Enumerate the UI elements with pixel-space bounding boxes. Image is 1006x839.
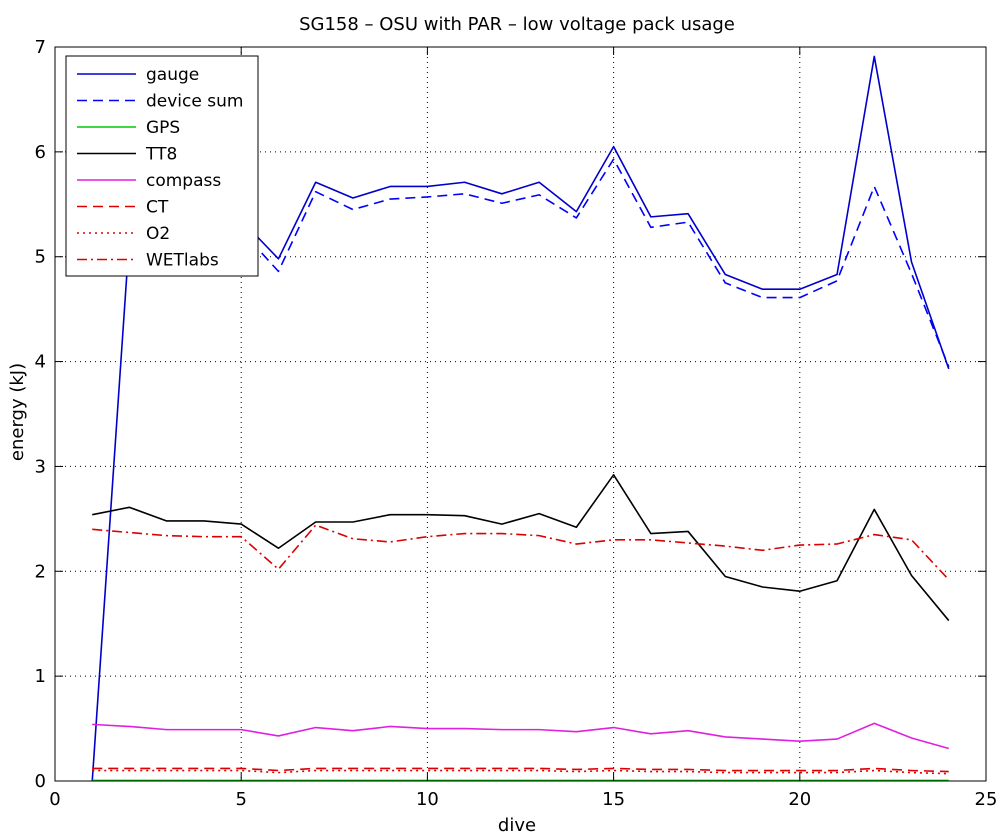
- plot-frame: [54, 46, 987, 782]
- series-compass-line: [92, 722, 949, 750]
- x-tick-label: 15: [602, 789, 625, 810]
- y-tick-label: 5: [35, 247, 46, 268]
- legend-box: [65, 55, 259, 277]
- series-device-sum-line: [129, 158, 950, 368]
- x-tick-label: 5: [235, 789, 246, 810]
- series-wetlabs-line: [92, 524, 950, 581]
- y-tick-label: 1: [35, 666, 46, 687]
- legend-label: compass: [146, 171, 221, 191]
- y-tick-label: 4: [35, 352, 46, 373]
- y-axis-label: energy (kJ): [7, 363, 28, 461]
- legend-label: GPS: [146, 118, 180, 138]
- tick-layer: 0 5 10 15 20 25 0 1 2 3 4 5 6 7: [35, 37, 998, 810]
- series-ct-line: [92, 767, 949, 773]
- x-tick-label: 25: [975, 789, 998, 810]
- legend-label: device sum: [146, 92, 243, 112]
- series-tt8-line: [92, 474, 950, 622]
- x-tick-label: 0: [49, 789, 60, 810]
- legend: gauge device sum GPS TT8 compass CT O2 WETlabs: [65, 55, 259, 277]
- y-tick-label: 0: [35, 771, 46, 792]
- y-tick-label: 3: [35, 456, 46, 477]
- x-axis-label: dive: [498, 815, 536, 836]
- y-tick-label: 6: [35, 142, 46, 163]
- legend-label: TT8: [145, 145, 177, 165]
- x-tick-label: 20: [788, 789, 811, 810]
- x-tick-label: 10: [416, 789, 439, 810]
- legend-label: WETlabs: [146, 251, 219, 271]
- y-tick-label: 2: [35, 561, 46, 582]
- y-tick-label: 7: [35, 37, 46, 58]
- legend-label: gauge: [146, 65, 199, 85]
- legend-label: CT: [146, 198, 169, 218]
- chart-title: SG158 – OSU with PAR – low voltage pack …: [299, 14, 735, 35]
- legend-label: O2: [146, 224, 170, 244]
